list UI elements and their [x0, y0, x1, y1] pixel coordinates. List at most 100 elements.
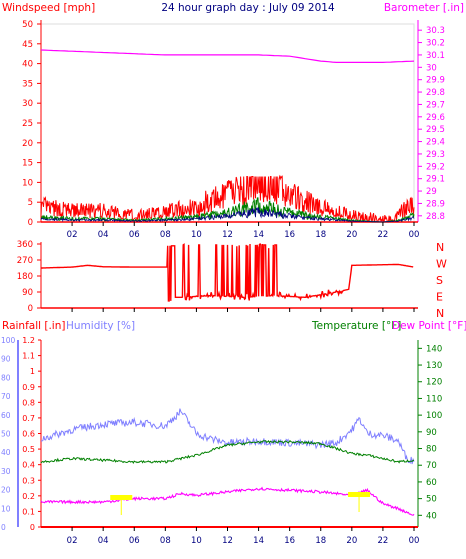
humidity-tick-label: 80	[1, 373, 11, 382]
barometer-tick-label: 29.9	[426, 76, 445, 86]
windspeed-tick-label: 15	[22, 159, 33, 169]
barometer-line	[40, 49, 415, 64]
panel3-x-tick-label: 04	[98, 536, 109, 546]
extreme-marker	[110, 495, 133, 500]
panel1-x-tick-label: 02	[67, 230, 78, 240]
temperature-tick-label: 110	[426, 394, 442, 404]
compass-label: E	[436, 291, 443, 304]
temperature-line	[40, 439, 415, 465]
panel3-x-tick-label: 12	[222, 536, 233, 546]
direction-tick-label: 0	[28, 304, 33, 314]
rain-tick-label: 1.1	[22, 352, 35, 361]
barometer-tick-label: 29.3	[426, 150, 445, 160]
windspeed-tick-label: 35	[22, 79, 33, 89]
rainfall-axis-label: Rainfall [.in]	[2, 320, 65, 332]
panel1-x-tick-label: 16	[284, 230, 295, 240]
panel1-x-tick-label: 04	[98, 230, 109, 240]
windspeed-tick-label: 50	[22, 20, 33, 30]
panel1-x-tick-label: 12	[222, 230, 233, 240]
panel3-x-tick-label: 14	[253, 536, 264, 546]
panel3-x-tick-label: 22	[378, 536, 389, 546]
panel3-x-tick-label: 00	[409, 536, 420, 546]
panel1-x-tick-label: 14	[253, 230, 264, 240]
windspeed-tick-label: 40	[22, 60, 33, 70]
panel3-x-tick-label: 18	[315, 536, 326, 546]
temperature-tick-label: 100	[426, 411, 442, 421]
panel1-x-tick-label: 00	[409, 230, 420, 240]
rain-tick-label: 0.7	[22, 414, 35, 423]
windspeed-tick-label: 45	[22, 40, 33, 50]
windspeed-axis-label: Windspeed [mph]	[2, 2, 95, 14]
temperature-tick-label: 130	[426, 361, 442, 371]
panel1-x-tick-label: 06	[129, 230, 140, 240]
windspeed-tick-label: 20	[22, 139, 33, 149]
humidity-tick-label: 90	[1, 355, 11, 364]
rain-tick-label: 0.3	[22, 476, 35, 485]
temperature-tick-label: 80	[426, 445, 437, 455]
rain-tick-label: 0.4	[22, 461, 35, 470]
barometer-tick-label: 29.4	[426, 138, 445, 148]
temp-humidity-rain-panel: 0 0.1 0.2 0.3 0.4 0.5 0.6 0.7 0.8 0.9 1 1.1 1.2 0 10 20…	[1, 336, 442, 546]
windspeed-dark-line	[40, 207, 415, 223]
panel1-x-tick-label: 10	[191, 230, 202, 240]
chart-title: 24 hour graph day : July 09 2014	[161, 2, 335, 14]
panel1-x-tick-label: 18	[315, 230, 326, 240]
temperature-tick-label: 40	[426, 511, 437, 521]
barometer-tick-label: 30.3	[426, 26, 445, 36]
barometer-tick-label: 30.2	[426, 39, 445, 49]
barometer-tick-label: 29.1	[426, 175, 445, 185]
direction-tick-label: 90	[22, 288, 33, 298]
humidity-axis-label: Humidity [%]	[66, 320, 135, 332]
windspeed-tick-label: 30	[22, 99, 33, 109]
rain-tick-label: 0.9	[22, 383, 35, 392]
temperature-tick-label: 50	[426, 495, 437, 505]
humidity-tick-label: 70	[1, 392, 11, 401]
barometer-tick-label: 29.6	[426, 113, 445, 123]
compass-label: S	[436, 274, 443, 287]
rain-tick-label: 1	[30, 367, 35, 376]
rain-tick-label: 0.5	[22, 445, 35, 454]
rain-tick-label: 0.6	[22, 430, 35, 439]
compass-label: W	[436, 258, 447, 271]
humidity-tick-label: 60	[1, 411, 11, 420]
direction-tick-label: 180	[17, 272, 33, 282]
windspeed-tick-label: 0	[28, 218, 33, 228]
panel3-x-tick-label: 02	[67, 536, 78, 546]
extreme-marker	[348, 492, 371, 497]
barometer-tick-label: 29.2	[426, 162, 445, 172]
windspeed-tick-label: 5	[28, 198, 33, 208]
direction-tick-label: 270	[17, 256, 33, 266]
panel1-x-tick-label: 20	[346, 230, 357, 240]
temperature-tick-label: 90	[426, 428, 437, 438]
temperature-tick-label: 120	[426, 378, 442, 388]
temperature-tick-label: 60	[426, 478, 437, 488]
barometer-tick-label: 28.9	[426, 199, 445, 209]
wind-direction-line	[41, 243, 414, 302]
panel1-x-tick-label: 08	[160, 230, 171, 240]
direction-tick-label: 360	[17, 240, 33, 250]
rain-tick-label: 0.2	[22, 492, 35, 501]
humidity-tick-label: 50	[1, 430, 11, 439]
windspeed-tick-label: 10	[22, 178, 33, 188]
panel3-x-tick-label: 06	[129, 536, 140, 546]
windspeed-gust-line	[40, 174, 415, 223]
humidity-tick-label: 20	[1, 486, 11, 495]
humidity-tick-label: 10	[1, 504, 11, 513]
compass-label: N	[436, 241, 444, 254]
barometer-tick-label: 29.5	[426, 125, 445, 135]
compass-label: N	[436, 307, 444, 320]
windspeed-tick-label: 25	[22, 119, 33, 129]
temperature-tick-label: 70	[426, 461, 437, 471]
humidity-tick-label: 0	[1, 523, 6, 532]
barometer-tick-label: 30.1	[426, 51, 445, 61]
panel3-x-tick-label: 20	[346, 536, 357, 546]
panel3-x-tick-label: 16	[284, 536, 295, 546]
panel3-x-tick-label: 08	[160, 536, 171, 546]
barometer-tick-label: 29	[426, 187, 437, 197]
panel3-x-tick-label: 10	[191, 536, 202, 546]
wind-barometer-panel: 0 5 10 15 20 25 30 35 40 45 50 28.8 28.9 29 29.1 29.2 29…	[22, 20, 445, 240]
temperature-axis-label: Temperature [°F]	[311, 320, 401, 332]
barometer-tick-label: 28.8	[426, 212, 445, 222]
